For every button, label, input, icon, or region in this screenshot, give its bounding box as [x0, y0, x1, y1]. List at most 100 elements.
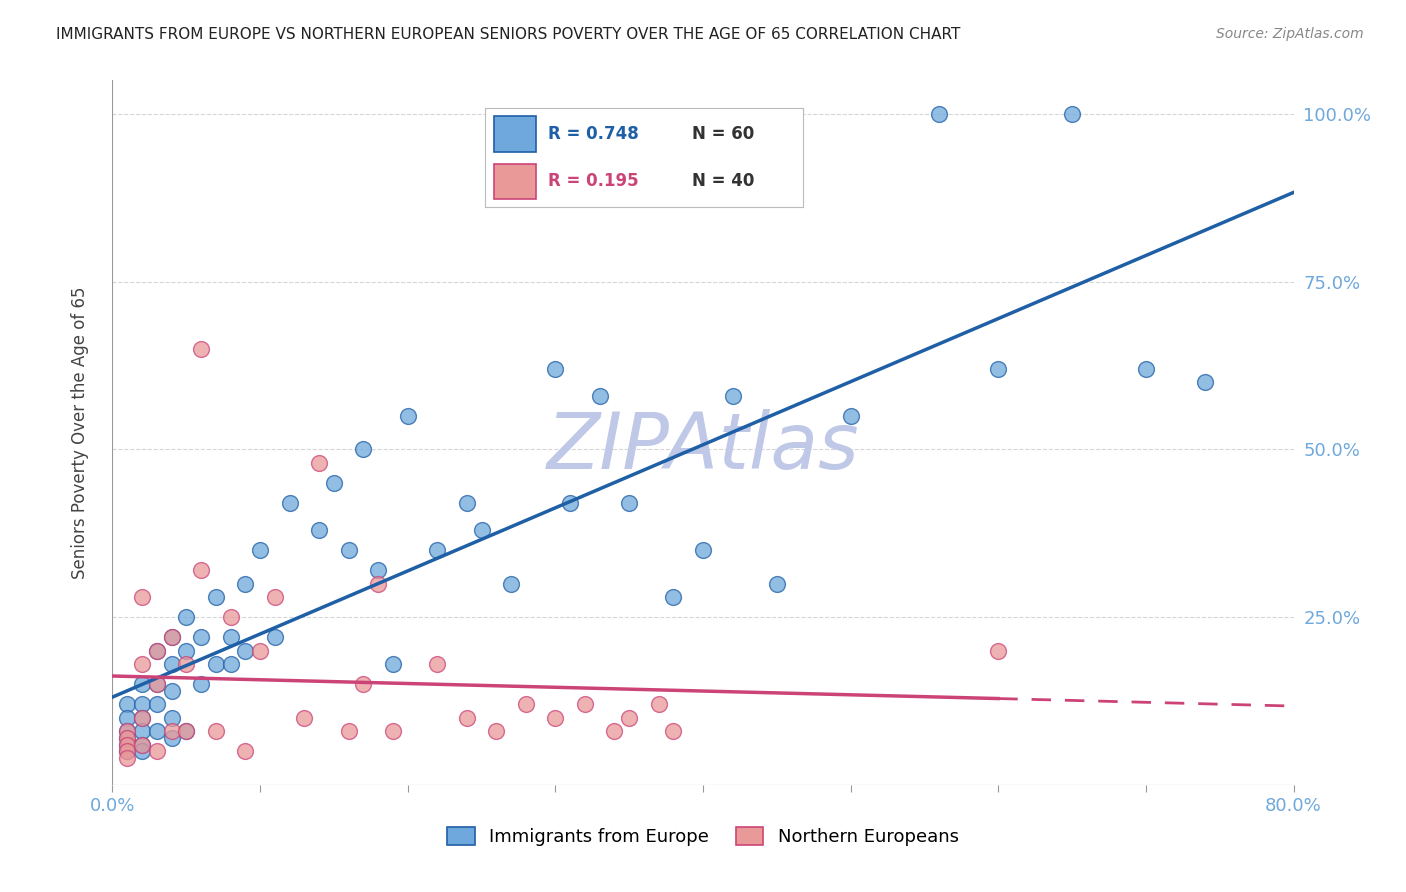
Point [146, 677, 169, 691]
Point [160, 684, 183, 698]
Point [117, 744, 138, 758]
Point [117, 731, 138, 745]
Point [131, 738, 153, 752]
Point [647, 698, 671, 712]
Text: IMMIGRANTS FROM EUROPE VS NORTHERN EUROPEAN SENIORS POVERTY OVER THE AGE OF 65 C: IMMIGRANTS FROM EUROPE VS NORTHERN EUROP… [56, 27, 960, 42]
Point [264, 630, 287, 644]
Point [233, 744, 256, 758]
Point [426, 657, 449, 672]
Point [117, 724, 138, 739]
Point [146, 724, 169, 739]
Point [117, 738, 138, 752]
Text: ZIPAtlas: ZIPAtlas [547, 409, 859, 484]
Point [174, 724, 197, 739]
Point [278, 496, 301, 510]
Point [396, 409, 419, 423]
Point [117, 751, 138, 765]
Point [308, 456, 330, 470]
Point [308, 523, 330, 537]
Point [146, 677, 169, 691]
Point [619, 496, 641, 510]
Point [928, 107, 950, 121]
Text: Source: ZipAtlas.com: Source: ZipAtlas.com [1216, 27, 1364, 41]
Point [233, 576, 256, 591]
Point [205, 590, 228, 604]
Point [352, 442, 374, 457]
Point [131, 711, 153, 725]
Point [382, 657, 405, 672]
Point [233, 644, 256, 658]
Point [146, 744, 169, 758]
Point [470, 523, 494, 537]
Point [174, 724, 197, 739]
Point [131, 744, 153, 758]
Point [544, 711, 567, 725]
Point [382, 724, 405, 739]
Point [131, 711, 153, 725]
Point [501, 576, 523, 591]
Point [426, 543, 449, 558]
Point [721, 389, 744, 403]
Point [839, 409, 862, 423]
Point [131, 657, 153, 672]
Point [117, 738, 138, 752]
Point [131, 590, 153, 604]
Point [367, 563, 389, 577]
Point [619, 711, 641, 725]
Point [117, 731, 138, 745]
Point [292, 711, 315, 725]
Point [190, 563, 212, 577]
Point [558, 496, 582, 510]
Point [1194, 376, 1216, 390]
Point [544, 362, 567, 376]
Point [205, 657, 228, 672]
Point [574, 698, 596, 712]
Point [131, 698, 153, 712]
Point [190, 630, 212, 644]
Point [456, 711, 478, 725]
Point [190, 342, 212, 356]
Point [456, 496, 478, 510]
Point [662, 724, 685, 739]
Point [205, 724, 228, 739]
Point [249, 543, 271, 558]
Point [117, 744, 138, 758]
Point [160, 630, 183, 644]
Point [131, 738, 153, 752]
Point [588, 389, 610, 403]
Point [692, 543, 714, 558]
Point [515, 698, 537, 712]
Point [323, 475, 346, 490]
Point [662, 590, 685, 604]
Point [174, 644, 197, 658]
Point [485, 724, 508, 739]
Point [117, 711, 138, 725]
Point [367, 576, 389, 591]
Point [249, 644, 271, 658]
Point [603, 724, 626, 739]
Point [174, 657, 197, 672]
Point [146, 644, 169, 658]
Point [1135, 362, 1157, 376]
Point [146, 644, 169, 658]
Point [264, 590, 287, 604]
Point [219, 657, 242, 672]
Point [131, 724, 153, 739]
Point [219, 610, 242, 624]
Point [160, 711, 183, 725]
Point [987, 644, 1010, 658]
Point [219, 630, 242, 644]
Point [131, 677, 153, 691]
Point [146, 698, 169, 712]
Point [117, 724, 138, 739]
Point [337, 543, 360, 558]
Point [160, 630, 183, 644]
Point [174, 610, 197, 624]
Point [117, 698, 138, 712]
Point [190, 677, 212, 691]
Point [352, 677, 374, 691]
Point [766, 576, 789, 591]
Point [160, 724, 183, 739]
Legend: Immigrants from Europe, Northern Europeans: Immigrants from Europe, Northern Europea… [440, 820, 966, 854]
Point [337, 724, 360, 739]
